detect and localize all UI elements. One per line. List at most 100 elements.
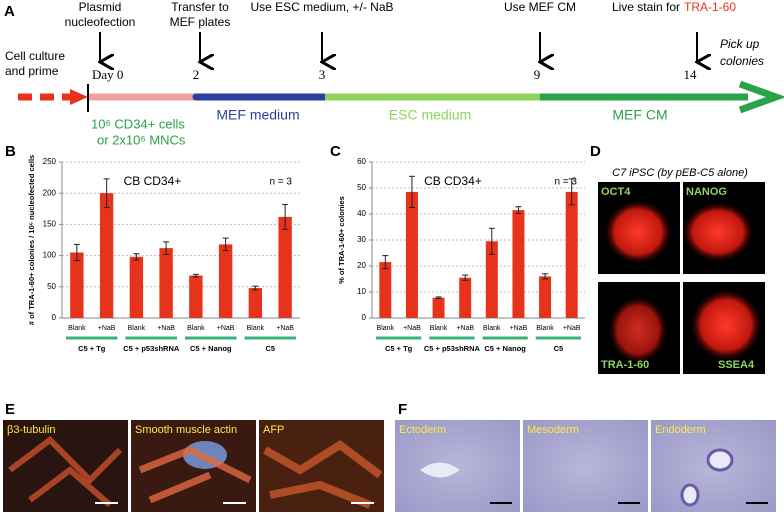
group-label: C5 + Tg — [78, 344, 106, 353]
y-tick-label: 100 — [43, 251, 57, 260]
bar — [99, 193, 114, 318]
panel-f: F Ectoderm Mesoderm Endoderm — [395, 401, 776, 512]
x-tick-label: Blank — [377, 325, 395, 332]
x-tick-label: Blank — [68, 325, 86, 332]
event-marker: TRA-1-60 — [684, 0, 736, 14]
image — [395, 420, 520, 512]
y-tick-label: 20 — [357, 261, 366, 270]
y-tick-label: 10 — [357, 287, 366, 296]
x-tick-label: Blank — [536, 325, 554, 332]
panel-letter: E — [5, 401, 15, 418]
tissue — [706, 448, 734, 472]
bar — [129, 256, 144, 318]
cells-label: or 2x10⁶ MNCs — [97, 132, 186, 147]
bar — [485, 241, 498, 318]
panel-letter: F — [398, 401, 407, 418]
image-label: SSEA4 — [718, 359, 755, 371]
y-tick-label: 60 — [357, 157, 366, 166]
bar — [248, 288, 263, 318]
group-label: C5 — [554, 344, 564, 353]
start-label: and prime — [5, 64, 59, 78]
x-tick-label: Blank — [430, 325, 448, 332]
image-label: OCT4 — [601, 186, 631, 198]
image-label: Smooth muscle actin — [135, 424, 237, 436]
group-label: C5 — [265, 344, 275, 353]
cells-label: 10⁶ CD34+ cells — [91, 116, 185, 131]
y-tick-label: 150 — [43, 220, 57, 229]
event-label: Live stain for — [612, 0, 680, 14]
y-tick-label: 200 — [43, 188, 57, 197]
day-label: 14 — [684, 67, 698, 82]
y-tick-label: 250 — [43, 157, 57, 166]
panel-e: E β3-tubulin Smooth muscle actin AFP — [3, 401, 384, 512]
day-label: 2 — [193, 67, 200, 82]
image-label: AFP — [263, 424, 284, 436]
colony — [682, 202, 754, 262]
tissue — [420, 462, 460, 478]
group-label: C5 + Tg — [385, 344, 413, 353]
event-label: Use MEF CM — [504, 0, 576, 14]
group-label: C5 + p53shRNA — [424, 344, 481, 353]
y-tick-label: 40 — [357, 209, 366, 218]
bar — [539, 276, 552, 318]
image-label: Ectoderm — [399, 424, 446, 436]
bar — [70, 252, 84, 318]
y-axis-label: % of TRA-1-60+ colonies — [337, 196, 346, 284]
group-label: C5 + Nanog — [484, 344, 526, 353]
bar — [189, 275, 203, 318]
x-tick-label: +NaB — [403, 325, 421, 332]
panel-letter: D — [590, 143, 601, 160]
y-tick-label: 50 — [357, 183, 366, 192]
caption: C7 iPSC (by pEB-C5 alone) — [612, 167, 748, 179]
x-tick-label: +NaB — [157, 325, 175, 332]
group-label: C5 + p53shRNA — [123, 344, 180, 353]
day-label: 3 — [319, 67, 326, 82]
x-tick-label: +NaB — [456, 325, 474, 332]
colony — [604, 200, 672, 264]
bar — [278, 216, 292, 318]
image-label: Endoderm — [655, 424, 706, 436]
panel-d: D C7 iPSC (by pEB-C5 alone) OCT4 NANOG T… — [590, 143, 765, 374]
arrows — [100, 32, 697, 62]
colony — [608, 296, 668, 364]
event-label: Use ESC medium, +/- NaB — [250, 0, 393, 14]
panel-letter: A — [4, 3, 15, 20]
group-label: C5 + Nanog — [190, 344, 232, 353]
image — [523, 420, 648, 512]
panel-letter: B — [5, 143, 16, 160]
bar — [159, 248, 173, 318]
x-tick-label: +NaB — [510, 325, 528, 332]
image-label: Mesoderm — [527, 424, 579, 436]
timeline — [18, 80, 784, 114]
y-tick-label: 30 — [357, 235, 366, 244]
x-tick-label: Blank — [483, 325, 501, 332]
colony — [690, 289, 762, 361]
bar — [218, 244, 233, 318]
end-label: colonies — [720, 54, 764, 68]
phase-label: MEF medium — [216, 107, 299, 123]
x-tick-label: Blank — [187, 325, 205, 332]
chart-title: CB CD34+ — [124, 174, 182, 188]
x-tick-label: Blank — [247, 325, 265, 332]
bar — [379, 262, 392, 318]
bar — [565, 191, 578, 318]
x-tick-label: +NaB — [276, 325, 294, 332]
cells — [138, 446, 252, 504]
start-label: Cell culture — [5, 49, 65, 63]
y-axis-label: # of TRA-1-60+ colonies / 10⁶ nucleofect… — [27, 155, 36, 325]
panel-a: A Plasmid nucleofection Transfer to MEF … — [4, 0, 784, 147]
bar — [459, 277, 472, 318]
phase-label: MEF CM — [612, 107, 667, 123]
x-tick-label: Blank — [128, 325, 146, 332]
y-tick-label: 0 — [52, 313, 57, 322]
image-label: β3-tubulin — [7, 424, 56, 436]
bar — [405, 191, 418, 318]
event-label: nucleofection — [65, 15, 136, 29]
x-tick-label: +NaB — [217, 325, 235, 332]
cells — [263, 440, 383, 509]
event-label: Plasmid — [79, 0, 122, 14]
bar — [512, 210, 525, 318]
bar — [432, 297, 445, 318]
day-label: Day 0 — [92, 67, 123, 82]
